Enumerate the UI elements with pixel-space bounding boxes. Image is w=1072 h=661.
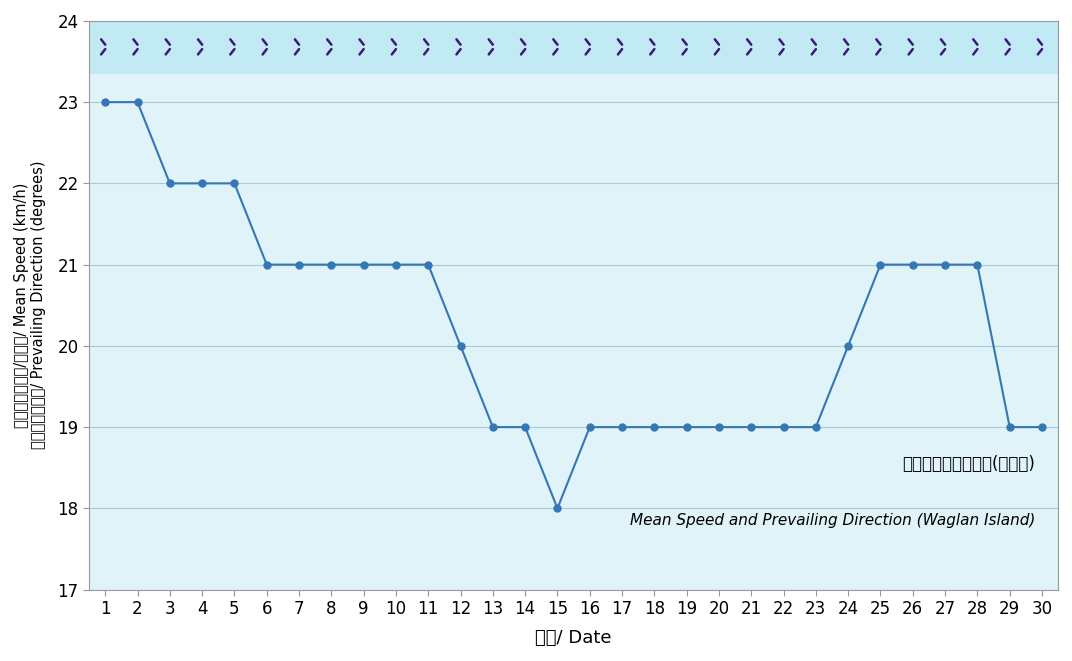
Text: 平均風速及盛行風向(橫瀏島): 平均風速及盛行風向(橫瀏島) (903, 455, 1036, 473)
Text: Mean Speed and Prevailing Direction (Waglan Island): Mean Speed and Prevailing Direction (Wag… (630, 513, 1036, 528)
X-axis label: 日期/ Date: 日期/ Date (535, 629, 612, 647)
Y-axis label: 平均風速（公里/小時）/ Mean Speed (km/h)
盛行風向（度）/ Prevailing Direction (degrees): 平均風速（公里/小時）/ Mean Speed (km/h) 盛行風向（度）/ … (14, 161, 46, 449)
Bar (89, 21, 1058, 73)
